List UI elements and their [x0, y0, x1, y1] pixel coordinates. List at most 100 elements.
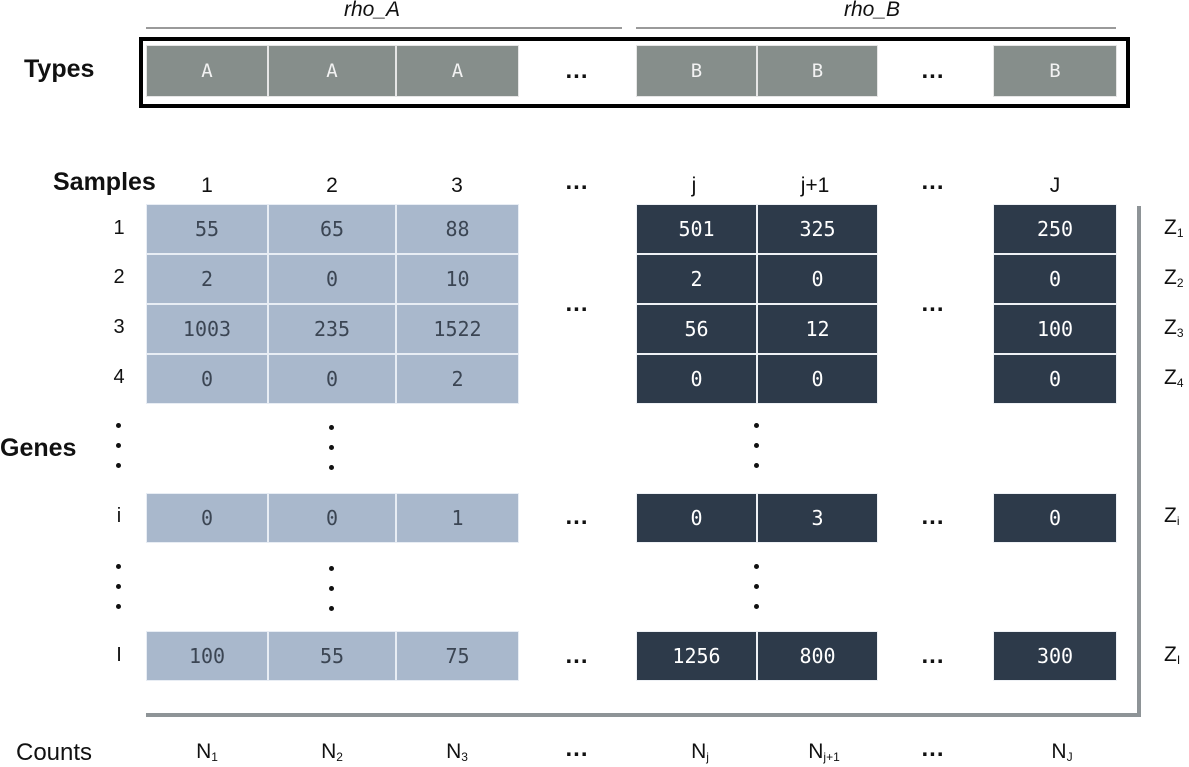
matrix-a-cell: 2 [396, 354, 519, 404]
group-line-rho-a [146, 27, 622, 29]
matrix-a-cell: 88 [396, 204, 519, 254]
z-label: Zi [1164, 504, 1180, 528]
matrix-b-cell: 1256 [636, 631, 757, 681]
columns-ellipsis: ... [565, 168, 589, 195]
matrix-a-cell: 100 [146, 631, 268, 681]
matrix-a-cell: 10 [396, 254, 519, 304]
column-header: 1 [201, 174, 213, 197]
matrix-a-cell: 0 [268, 493, 396, 543]
matrix-ellipsis: ... [565, 503, 589, 530]
row-header: 3 [113, 316, 125, 338]
row-header: I [116, 644, 122, 666]
vertical-dot [754, 584, 759, 589]
vertical-dot [754, 463, 759, 468]
z-label: Z3 [1164, 316, 1184, 340]
vertical-dot [116, 564, 121, 569]
bracket-right [1137, 206, 1141, 716]
column-header: J [1049, 174, 1061, 197]
matrix-b-cell: 325 [757, 204, 878, 254]
n-label: Nj [691, 740, 709, 764]
matrix-b-cell: 0 [636, 493, 757, 543]
matrix-a-cell: 65 [268, 204, 396, 254]
group-label-rho-b: rho_B [843, 0, 901, 21]
type-cell-a: A [396, 45, 519, 97]
group-label-rho-a: rho_A [343, 0, 401, 21]
type-cell-b: B [757, 45, 878, 97]
matrix-b-cell: 0 [636, 354, 757, 404]
group-line-rho-b [636, 27, 1116, 29]
vertical-dot [329, 606, 334, 611]
n-label: N1 [196, 740, 218, 764]
matrix-b-cell: 3 [757, 493, 878, 543]
matrix-ellipsis: ... [565, 642, 589, 669]
bracket-bottom [146, 713, 1141, 717]
row-header: i [116, 505, 122, 527]
matrix-a-cell: 0 [146, 493, 268, 543]
n-label: Nj+1 [808, 740, 840, 764]
z-label: ZI [1164, 643, 1181, 667]
column-header: j [691, 174, 697, 197]
vertical-dot [754, 564, 759, 569]
n-label: N3 [446, 740, 468, 764]
types-ellipsis: ... [565, 57, 589, 84]
matrix-ellipsis: ... [921, 642, 945, 669]
matrix-a-cell: 2 [146, 254, 268, 304]
matrix-ellipsis: ... [921, 290, 945, 317]
vertical-dot [329, 445, 334, 450]
matrix-b-cell: 12 [757, 304, 878, 354]
vertical-dot [116, 463, 121, 468]
matrix-a-cell: 55 [146, 204, 268, 254]
row-header: 2 [113, 266, 125, 288]
types-ellipsis: ... [921, 57, 945, 84]
matrix-a-cell: 1 [396, 493, 519, 543]
matrix-a-cell: 75 [396, 631, 519, 681]
matrix-b-cell: 100 [993, 304, 1117, 354]
matrix-b-cell: 250 [993, 204, 1117, 254]
type-cell-b: B [993, 45, 1117, 97]
matrix-a-cell: 0 [268, 354, 396, 404]
matrix-a-cell: 1003 [146, 304, 268, 354]
n-label: N2 [321, 740, 343, 764]
matrix-b-cell: 2 [636, 254, 757, 304]
row-header: 4 [113, 366, 125, 388]
vertical-dot [116, 443, 121, 448]
types-box [139, 37, 1130, 108]
matrix-ellipsis: ... [921, 503, 945, 530]
vertical-dot [329, 425, 334, 430]
matrix-b-cell: 0 [757, 254, 878, 304]
samples-title: Samples [53, 168, 156, 196]
types-title: Types [24, 55, 95, 83]
vertical-dot [116, 584, 121, 589]
type-cell-a: A [268, 45, 396, 97]
matrix-a-cell: 55 [268, 631, 396, 681]
vertical-dot [329, 586, 334, 591]
counts-title: Counts [16, 739, 93, 766]
vertical-dot [116, 604, 121, 609]
matrix-ellipsis: ... [565, 290, 589, 317]
counts-ellipsis: ... [921, 735, 945, 762]
type-cell-b: B [636, 45, 757, 97]
z-label: Z4 [1164, 366, 1184, 390]
row-header: 1 [113, 217, 125, 239]
matrix-b-cell: 56 [636, 304, 757, 354]
vertical-dot [116, 423, 121, 428]
matrix-b-cell: 300 [993, 631, 1117, 681]
matrix-b-cell: 800 [757, 631, 878, 681]
type-cell-a: A [146, 45, 268, 97]
matrix-a-cell: 0 [146, 354, 268, 404]
genes-title: Genes [0, 434, 77, 462]
matrix-a-cell: 235 [268, 304, 396, 354]
columns-ellipsis: ... [921, 168, 945, 195]
vertical-dot [754, 443, 759, 448]
counts-ellipsis: ... [565, 735, 589, 762]
column-header: 2 [326, 174, 338, 197]
z-label: Z1 [1164, 216, 1184, 240]
matrix-b-cell: 501 [636, 204, 757, 254]
matrix-b-cell: 0 [993, 254, 1117, 304]
column-header: j+1 [800, 174, 830, 197]
vertical-dot [754, 423, 759, 428]
matrix-b-cell: 0 [993, 354, 1117, 404]
vertical-dot [329, 465, 334, 470]
vertical-dot [754, 604, 759, 609]
matrix-b-cell: 0 [757, 354, 878, 404]
